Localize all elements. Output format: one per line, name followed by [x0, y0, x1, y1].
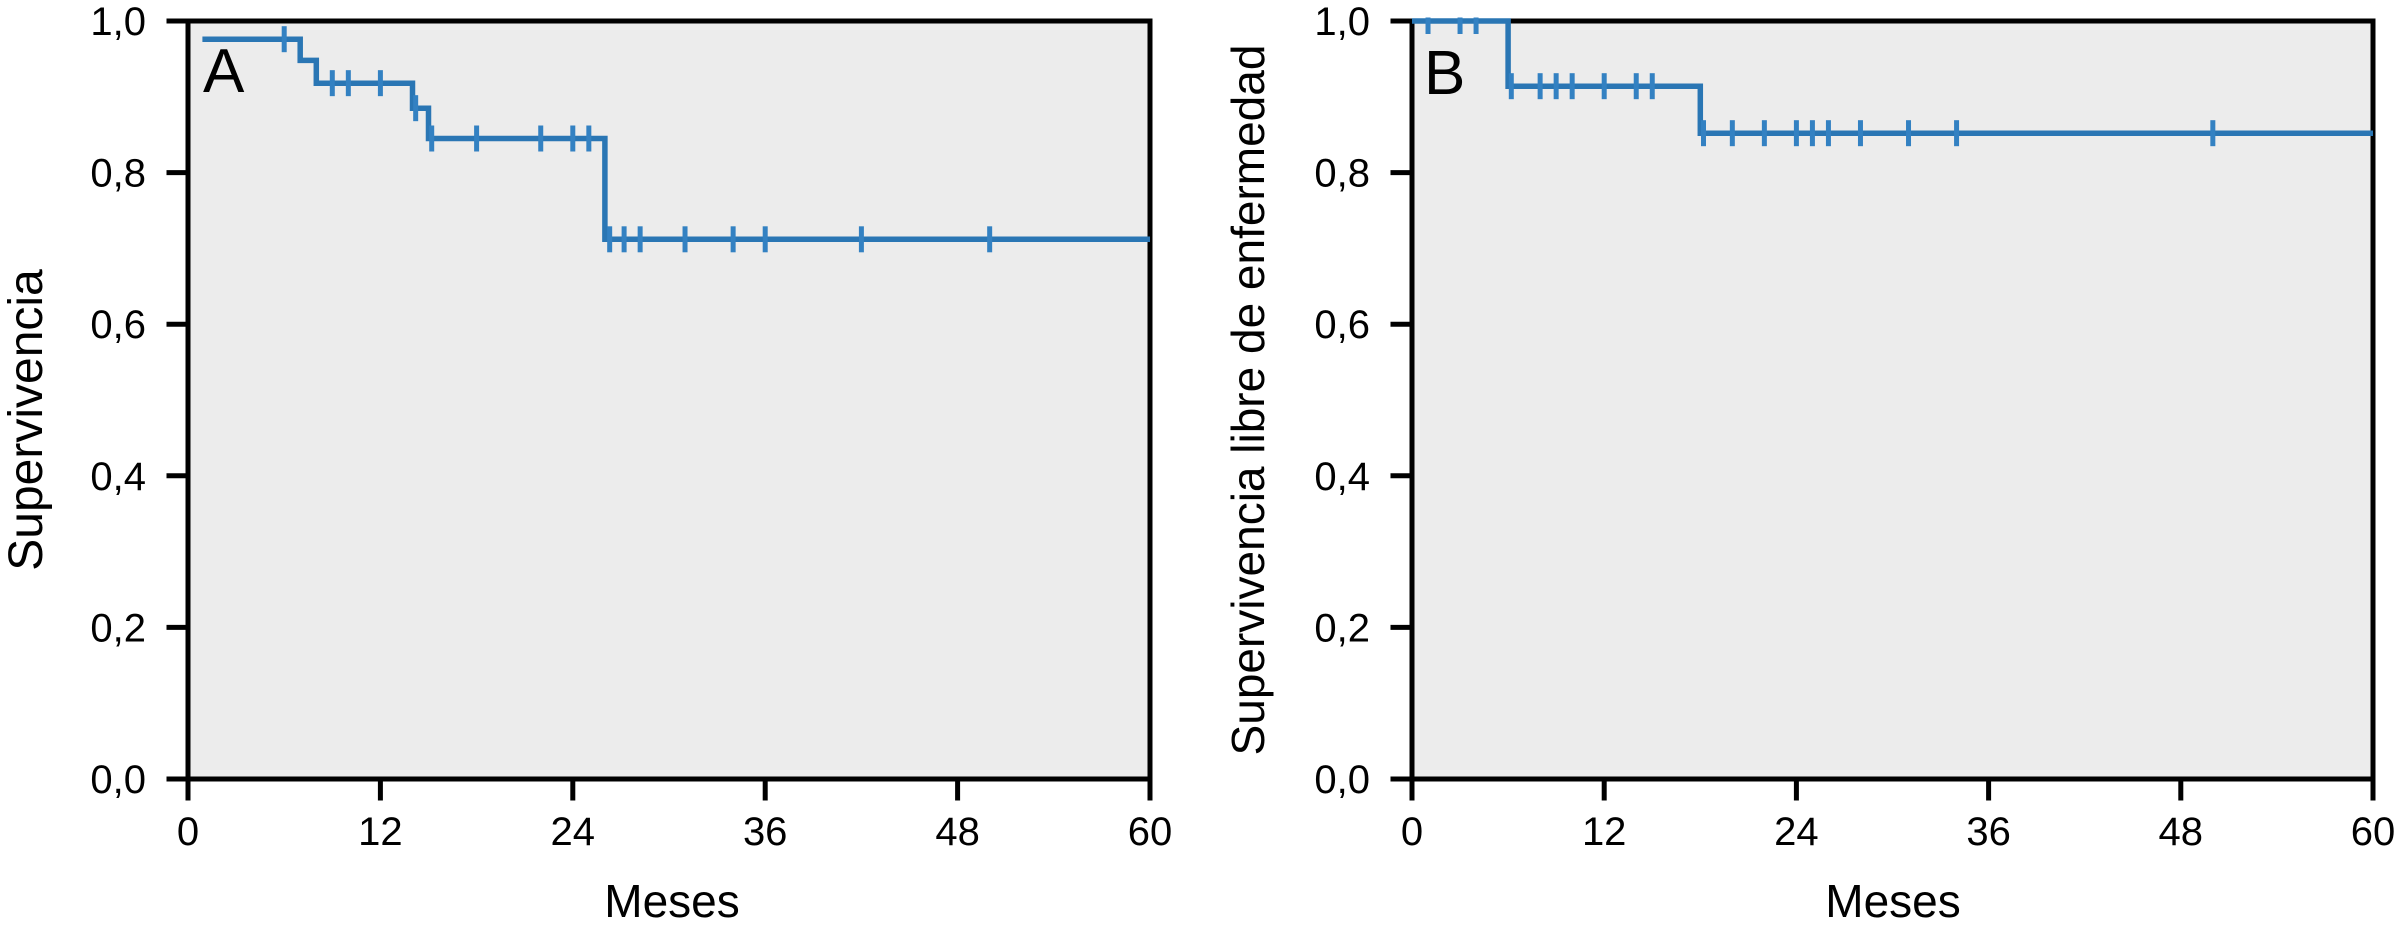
x-tick-label: 60 [2351, 810, 2396, 854]
panel-b-x-axis-title: Meses [1825, 875, 1961, 927]
x-tick-label: 48 [2159, 810, 2204, 854]
plot-frame [1409, 18, 2376, 782]
panel-b-letter: B [1424, 39, 1466, 108]
panel-a-y-axis-title: Supervivencia [0, 269, 53, 571]
y-tick-label: 1,0 [1314, 0, 1370, 44]
y-tick-label: 0,6 [90, 303, 146, 347]
y-tick-label: 0,4 [90, 455, 146, 499]
panel-a-x-axis-title: Meses [604, 875, 740, 927]
x-tick-label: 60 [1128, 810, 1173, 854]
censor-marks [1425, 17, 2216, 147]
y-tick-label: 0,4 [1314, 455, 1370, 499]
panel-b: 0,0 0,2 0,4 0,6 0,8 1,0 0 12 24 36 48 60 [1314, 0, 2395, 854]
y-tick-label: 0,0 [1314, 758, 1370, 802]
y-tick-label: 0,8 [90, 152, 146, 196]
x-tick-label: 12 [358, 810, 403, 854]
y-tick-label: 0,0 [90, 758, 146, 802]
y-tick-label: 0,8 [1314, 152, 1370, 196]
x-tick-label: 12 [1582, 810, 1627, 854]
x-tick-label: 48 [935, 810, 980, 854]
panel-a: 0,0 0,2 0,4 0,6 0,8 1,0 0 12 24 36 48 60 [90, 0, 1172, 854]
panel-a-letter: A [203, 37, 245, 106]
curve-layer [1412, 17, 2373, 147]
y-tick-label: 1,0 [90, 0, 146, 44]
y-tick-label: 0,2 [90, 606, 146, 650]
y-tick-label: 0,2 [1314, 606, 1370, 650]
curve-layer [202, 26, 1150, 253]
x-tick-label: 36 [1966, 810, 2011, 854]
x-tick-label: 0 [1401, 810, 1423, 854]
y-tick-label: 0,6 [1314, 303, 1370, 347]
censor-marks [281, 26, 993, 253]
x-tick-label: 0 [177, 810, 199, 854]
plot-frame [185, 18, 1153, 782]
x-tick-label: 24 [1774, 810, 1819, 854]
panel-b-y-axis-title: Supervivencia libre de enfermedad [1222, 44, 1274, 756]
x-tick-label: 36 [743, 810, 788, 854]
x-tick-label: 24 [551, 810, 596, 854]
survival-step-curve [202, 36, 1150, 243]
